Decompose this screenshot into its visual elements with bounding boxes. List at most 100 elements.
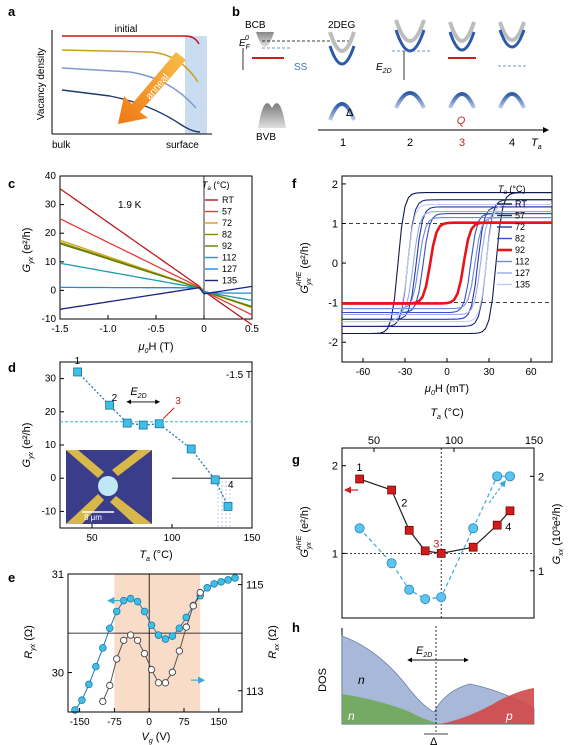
data-point-ryx [161,635,170,643]
y-tick-label-c: 10 [45,257,57,268]
surface-label: surface [166,140,199,151]
xlabel-c: μ0H (T) [138,341,174,355]
ylabel-left-g: GyxAHE (e²/h) [296,506,313,557]
y-tick-label-c: 0 [50,285,56,296]
data-point-d [210,475,220,485]
twodeg-label: 2DEG [328,20,355,31]
plot-area-e: -150 -75 0 75 150 30 31 113 115 [52,569,264,728]
dos-label: DOS [317,668,329,692]
data-point-rxx [126,631,135,639]
legend-label-f: 127 [515,268,530,278]
x-tick-label-f: 0 [444,367,450,378]
data-point-gxx [492,471,503,482]
x-tick-label-c: 0 [201,324,207,335]
legend-label-f: 82 [515,234,525,244]
data-point-d [138,420,148,430]
y-tick-label-left-e: 30 [52,668,64,680]
x-tick-label-e: -75 [107,717,122,728]
ylabel-f: GyxAHE (e²/h) [296,242,313,293]
legend-label-c: 72 [222,218,232,228]
data-point-gxx [468,523,479,534]
ss-label: SS [294,62,308,73]
plot-area-d: 50 100 150 -10 0 10 20 30 1 2 3 4 E2D [42,356,261,544]
data-point-ryx [106,624,114,632]
step-3: 3 [459,137,465,149]
y-tick-label-d: 30 [45,374,57,385]
data-point-gahe [355,474,364,484]
panel-e: e -150 -75 0 75 150 30 31 113 115 Ryx (Ω) Rxx (Ω… [8,569,281,745]
x-tick-label-e: -150 [70,717,90,728]
ta-label-b: Ta [531,137,542,151]
plot-frame-e [67,573,243,713]
hysteresis-down-f [342,199,552,327]
panel-g: g Ta (°C) 50 100 150 1 2 1 2 1 2 3 4 GyxAHE (e²/h)… [292,407,565,619]
surface-shade [185,36,207,134]
legend-label-f: 72 [515,222,525,232]
y-tick-label-c: 20 [45,228,57,239]
ylabel-left-e: Ryx (Ω) [23,625,37,659]
y-tick-label-right-g: 1 [538,566,544,578]
data-point-gxx [404,584,415,595]
panel-label-c: c [8,176,15,191]
series-line-c [59,218,253,316]
legend-label-c: 57 [222,207,232,217]
x-tick-label-g: 50 [368,435,380,447]
dos-n-top [341,635,535,725]
data-point-rxx [182,623,190,631]
hysteresis-down-f [342,211,552,316]
data-point-ryx [78,696,86,704]
data-point-rxx [161,679,170,687]
data-point-d [186,444,196,454]
plot-frame-g [341,447,535,619]
data-point-rxx [120,636,128,644]
n-label-bottom: n [348,709,355,723]
x-tick-label-d: 50 [86,533,98,544]
y-tick-label-f: 2 [332,179,338,191]
data-point-ryx [126,594,135,603]
x-tick-label-e: 0 [146,717,152,728]
data-point-gahe [505,506,515,516]
y-tick-label-c: 40 [45,171,57,182]
anneal-arrow [118,52,186,124]
legend-label-f: 92 [515,245,525,255]
panel-a: a initial anneal Vacancy density bulk su… [8,4,212,151]
data-point-ryx [224,576,232,584]
y-tick-label-d: -10 [42,506,57,517]
panel-label-h: h [292,620,300,635]
ylabel-right-e: Rxx (Ω) [267,625,281,659]
dirac-cone-3 [448,21,476,109]
ef-label: EF0 [239,35,251,51]
x-tick-label-f: -30 [398,367,413,378]
data-point-ryx [112,607,121,616]
y-tick-label-d: 20 [45,407,57,418]
y-tick-label-f: 0 [332,258,338,270]
data-point-ryx [175,624,184,632]
legend-label-c: 112 [222,253,236,263]
vacancy-density-label: Vacancy density [36,48,47,120]
x-tick-label-c: -1.5 [51,324,69,335]
data-point-gahe [468,542,478,552]
data-point-gxx [436,592,447,603]
data-point-ryx [140,607,149,616]
data-point-ryx [231,574,239,582]
legend-label-c: 92 [222,241,232,251]
data-point-ryx [210,580,218,588]
xlabel-d: Ta (°C) [139,549,172,563]
data-point-ryx [92,662,100,671]
series-line-c [60,286,252,294]
data-point-rxx [154,679,163,687]
legend-label-c: 135 [222,276,237,286]
data-point-rxx [175,647,184,655]
x-tick-label-c: 0.5 [245,324,259,335]
series-line-c [59,242,253,308]
data-point-gahe [436,549,446,558]
panel-label-e: e [8,570,15,585]
ylabel-d: Gyx (e²/h) [21,423,35,468]
shaded-range-e [114,574,201,712]
step-1: 1 [340,137,346,149]
hysteresis-down-f [342,206,552,320]
panel-c: c -1.5 -1.0 -0.5 0 0.5 -10 0 10 20 30 40 1.9 K Ta … [8,171,259,355]
legend-title-f: Ta (°C) [498,184,525,196]
step-4: 4 [509,137,515,149]
